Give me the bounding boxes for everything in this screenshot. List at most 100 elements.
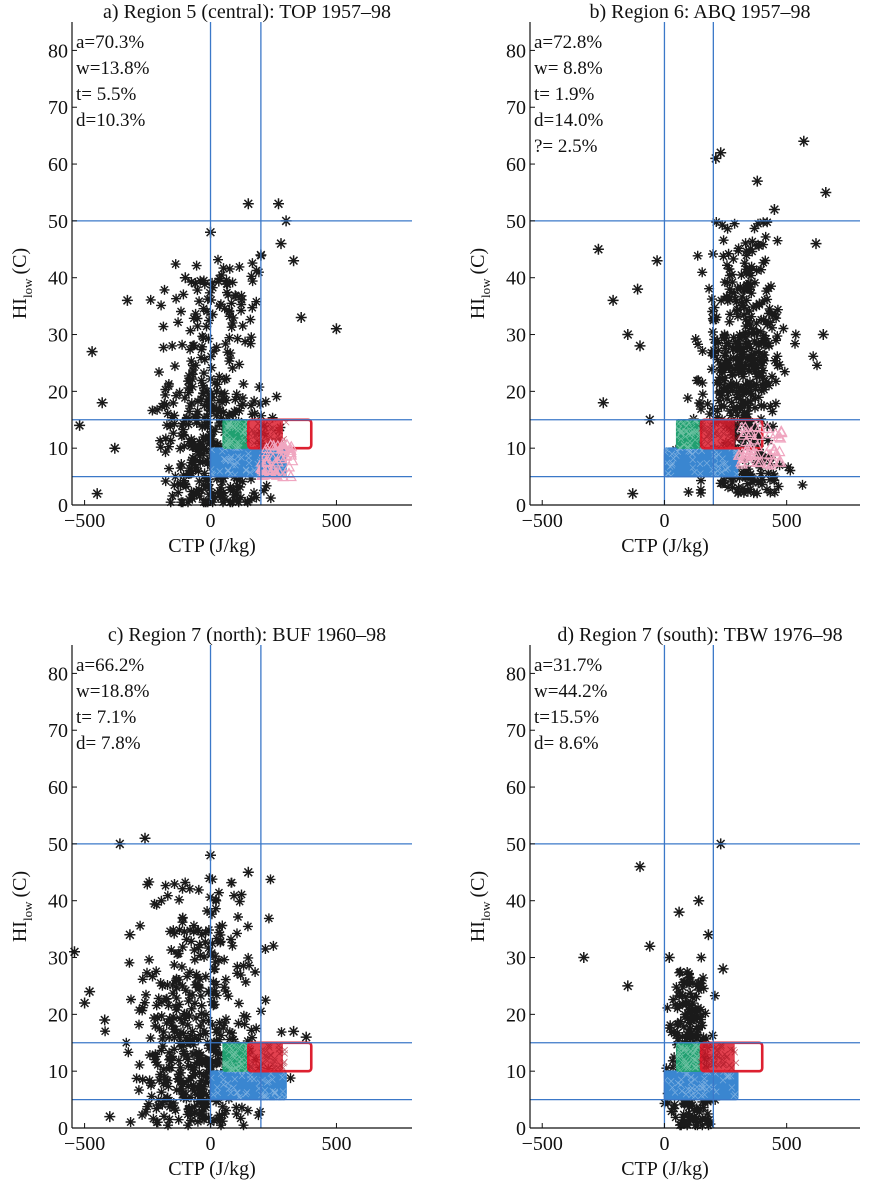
outlier-point — [673, 906, 685, 918]
series-w-markers — [661, 1068, 739, 1100]
stat-w: w=13.8% — [76, 58, 150, 79]
panel-c: c) Region 7 (north): BUF 1960–98 CTP (J/… — [9, 624, 412, 1180]
outlier-point — [99, 1014, 111, 1026]
series-w-markers — [208, 1069, 288, 1103]
stat-t: t= 1.9% — [534, 84, 594, 105]
y-tick-label: 80 — [48, 663, 68, 685]
outlier-point — [86, 346, 98, 358]
outlier-point — [627, 488, 639, 500]
outlier-point — [273, 198, 284, 210]
x-axis-label: CTP (J/kg) — [621, 535, 709, 557]
stat-a: a=31.7% — [534, 655, 602, 676]
outlier-point — [632, 283, 644, 295]
outlier-point — [91, 488, 103, 500]
outlier-point — [597, 397, 609, 409]
y-tick-label: 40 — [506, 891, 526, 913]
y-axis-label-unit: (C) — [467, 871, 489, 898]
series-t-markers — [673, 1040, 705, 1074]
y-axis-label-sub: low — [478, 901, 493, 921]
panel-title: c) Region 7 (north): BUF 1960–98 — [108, 624, 386, 646]
stat-t: t= 5.5% — [76, 84, 136, 105]
x-tick-label: 500 — [321, 510, 351, 532]
x-tick-label: 0 — [206, 1133, 216, 1155]
y-tick-label: 20 — [506, 1004, 526, 1026]
y-axis-label: HIlow (C) — [9, 248, 35, 319]
y-axis-label: HIlow (C) — [467, 871, 493, 942]
outlier-point — [717, 963, 729, 975]
y-tick-label: 0 — [516, 495, 526, 517]
x-tick-label: −500 — [522, 510, 563, 532]
outlier-point — [288, 255, 300, 267]
outlier-point — [179, 272, 191, 284]
y-axis-label-sub: low — [20, 901, 35, 921]
panel-title: d) Region 7 (south): TBW 1976–98 — [557, 624, 842, 646]
stat-w: w= 8.8% — [534, 58, 603, 79]
x-axis-label: CTP (J/kg) — [168, 535, 256, 557]
x-tick-label: 0 — [659, 510, 669, 532]
y-tick-label: 80 — [506, 40, 526, 62]
outlier-point — [189, 277, 201, 289]
y-tick-label: 20 — [506, 381, 526, 403]
outlier-point — [817, 329, 829, 340]
series-d-markers — [246, 1042, 288, 1072]
stat-d: d= 7.8% — [76, 733, 141, 754]
outlier-point — [644, 940, 656, 952]
y-axis-label-sub: low — [478, 278, 493, 298]
y-axis-label-sub: low — [20, 278, 35, 298]
series-a-cloud — [659, 952, 730, 1131]
y-tick-label: 60 — [48, 154, 68, 176]
y-tick-label: 40 — [48, 268, 68, 290]
outlier-point — [288, 1025, 300, 1037]
stat-w: w=18.8% — [76, 681, 150, 702]
panel-title: a) Region 5 (central): TOP 1957–98 — [103, 1, 391, 23]
series-d-points — [245, 418, 313, 450]
outlier-point — [139, 832, 151, 844]
y-axis-label-main: HI — [9, 298, 31, 319]
y-tick-label: 10 — [48, 1061, 68, 1083]
stat-w: w=44.2% — [534, 681, 608, 702]
y-tick-label: 50 — [506, 834, 526, 856]
series-q-markers — [732, 420, 788, 470]
outlier-point — [104, 1111, 116, 1123]
x-tick-label: −500 — [64, 510, 105, 532]
stat-a: a=66.2% — [76, 655, 144, 676]
stat-d: d= 8.6% — [534, 733, 599, 754]
series-d-markers — [698, 1042, 740, 1072]
y-tick-label: 40 — [48, 891, 68, 913]
series-t-points — [220, 1039, 252, 1075]
outlier-point — [592, 243, 604, 255]
x-tick-label: 500 — [772, 510, 802, 532]
y-axis-label: HIlow (C) — [9, 871, 35, 942]
outlier-point — [578, 952, 590, 963]
y-tick-label: 10 — [48, 438, 68, 460]
outlier-point — [242, 198, 254, 210]
panel-d: d) Region 7 (south): TBW 1976–98 CTP (J/… — [467, 624, 860, 1180]
y-axis-label: HIlow (C) — [467, 248, 493, 319]
panel-b: b) Region 6: ABQ 1957–98 CTP (J/kg) HIlo… — [467, 1, 860, 557]
y-tick-label: 50 — [506, 211, 526, 233]
series-d-markers — [698, 419, 741, 449]
series-t-markers — [220, 1039, 252, 1075]
y-tick-label: 20 — [48, 381, 68, 403]
y-tick-label: 30 — [48, 948, 68, 970]
outlier-point — [810, 238, 822, 250]
outlier-point — [622, 980, 634, 992]
stat-a: a=72.8% — [534, 32, 602, 53]
series-w-points — [208, 1069, 288, 1103]
y-tick-label: 30 — [48, 325, 68, 347]
series-w-points — [661, 1068, 739, 1101]
outlier-point — [69, 946, 80, 958]
y-tick-label: 80 — [506, 663, 526, 685]
series-q-points — [732, 420, 788, 470]
outlier-point — [79, 997, 91, 1009]
outlier-point — [634, 861, 646, 873]
outlier-point — [693, 895, 705, 907]
x-axis-label: CTP (J/kg) — [621, 1158, 709, 1180]
y-tick-label: 60 — [48, 777, 68, 799]
stat-t: t=15.5% — [534, 707, 599, 728]
outlier-point — [607, 294, 619, 306]
outlier-point — [96, 397, 108, 409]
y-tick-label: 0 — [58, 1118, 68, 1140]
outlier-point — [715, 147, 727, 159]
y-axis-label-unit: (C) — [467, 248, 489, 275]
